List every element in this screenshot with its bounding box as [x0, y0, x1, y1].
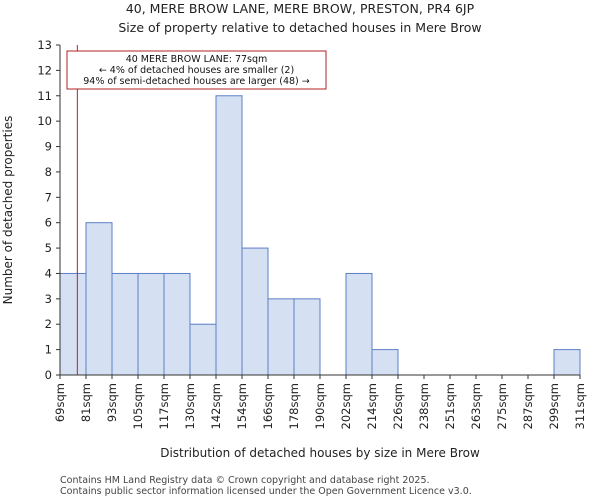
- y-tick-label: 6: [45, 216, 52, 230]
- y-tick-label: 12: [37, 63, 52, 77]
- x-tick-label: 299sqm: [547, 383, 561, 429]
- bar: [111, 272, 139, 376]
- x-tick-label: 154sqm: [235, 383, 249, 429]
- y-tick-label: 8: [45, 165, 52, 179]
- x-axis-label: Distribution of detached houses by size …: [160, 446, 480, 460]
- bar: [85, 222, 113, 376]
- x-tick-label: 69sqm: [53, 383, 67, 422]
- bar: [137, 272, 165, 376]
- bar: [59, 272, 87, 376]
- footer-line-1: Contains HM Land Registry data © Crown c…: [60, 475, 430, 486]
- bar: [189, 323, 217, 376]
- x-tick-label: 190sqm: [313, 383, 327, 429]
- x-tick-label: 178sqm: [287, 383, 301, 429]
- x-tick-label: 81sqm: [79, 383, 93, 422]
- annotation-line-1: 40 MERE BROW LANE: 77sqm: [126, 54, 268, 65]
- y-tick-label: 1: [45, 343, 52, 357]
- x-tick-label: 238sqm: [417, 383, 431, 429]
- x-tick-label: 130sqm: [183, 383, 197, 429]
- bar: [553, 349, 581, 376]
- x-tick-label: 166sqm: [261, 383, 275, 429]
- x-tick-label: 251sqm: [443, 383, 457, 429]
- bar: [293, 298, 321, 376]
- y-tick-label: 5: [45, 241, 52, 255]
- x-tick-label: 142sqm: [209, 383, 223, 429]
- y-tick-label: 3: [45, 292, 52, 306]
- chart-title: 40, MERE BROW LANE, MERE BROW, PRESTON, …: [126, 1, 475, 16]
- x-axis-ticks: 69sqm 81sqm 93sqm 105sqm 117sqm 130sqm 142sqm 1…: [53, 375, 587, 429]
- x-tick-label: 117sqm: [157, 383, 171, 429]
- y-tick-label: 7: [45, 190, 52, 204]
- y-tick-label: 10: [37, 114, 52, 128]
- bars-group: [59, 45, 581, 376]
- bar: [241, 247, 269, 376]
- y-tick-label: 13: [37, 38, 52, 52]
- x-tick-label: 226sqm: [391, 383, 405, 429]
- footer-line-2: Contains public sector information licen…: [60, 486, 472, 497]
- y-axis-label: Number of detached properties: [1, 116, 15, 305]
- annotation-line-2: ← 4% of detached houses are smaller (2): [99, 65, 294, 76]
- x-tick-label: 275sqm: [495, 383, 509, 429]
- bar: [371, 349, 399, 376]
- x-tick-label: 311sqm: [573, 383, 587, 429]
- x-tick-label: 105sqm: [131, 383, 145, 429]
- annotation-line-3: 94% of semi-detached houses are larger (…: [83, 76, 310, 87]
- chart-subtitle: Size of property relative to detached ho…: [118, 20, 481, 35]
- bar: [215, 95, 243, 376]
- bar: [163, 272, 191, 376]
- y-tick-label: 2: [45, 317, 52, 331]
- y-tick-label: 0: [45, 368, 52, 382]
- y-tick-label: 9: [45, 140, 52, 154]
- x-tick-label: 214sqm: [365, 383, 379, 429]
- y-tick-label: 4: [45, 266, 52, 280]
- x-tick-label: 287sqm: [521, 383, 535, 429]
- bar: [267, 298, 295, 376]
- annotation-box: [66, 50, 327, 90]
- x-tick-label: 93sqm: [105, 383, 119, 422]
- x-tick-label: 263sqm: [469, 383, 483, 429]
- bar: [345, 272, 373, 376]
- y-tick-label: 11: [37, 89, 52, 103]
- x-tick-label: 202sqm: [339, 383, 353, 429]
